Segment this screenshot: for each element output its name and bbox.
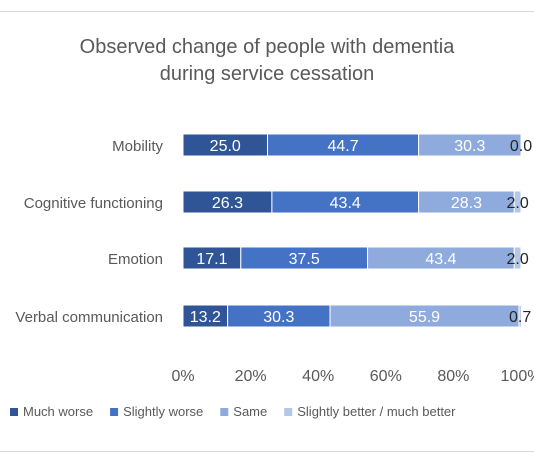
data-label: 2.0 (506, 251, 528, 268)
x-tick-label: 40% (302, 368, 334, 385)
top-divider (0, 11, 534, 12)
data-label: 43.4 (330, 195, 361, 212)
data-label: 43.4 (425, 251, 456, 268)
data-label: 2.0 (506, 195, 528, 212)
data-label: 37.5 (289, 251, 320, 268)
bottom-divider (0, 451, 534, 452)
data-label: 25.0 (210, 138, 241, 155)
bar-segment (418, 133, 522, 157)
category-label: Cognitive functioning (24, 195, 163, 212)
data-label: 55.9 (409, 309, 440, 326)
chart-title-line-1: Observed change of people with dementia (79, 36, 455, 58)
category-label: Emotion (108, 251, 163, 268)
data-label: 17.1 (196, 251, 227, 268)
data-label: 30.3 (454, 138, 485, 155)
data-label: 44.7 (327, 138, 358, 155)
x-tick-label: 80% (437, 368, 469, 385)
category-label: Mobility (112, 138, 163, 155)
legend-label: Slightly worse (123, 404, 203, 419)
bar-segment (513, 190, 522, 214)
legend-swatch (110, 408, 119, 416)
legend-swatch (10, 408, 18, 416)
bar-segment (513, 246, 522, 270)
data-label: 0.7 (509, 309, 531, 326)
bar-segment (518, 304, 522, 328)
legend-label: Slightly better / much better (297, 404, 456, 419)
data-label: 13.2 (190, 309, 221, 326)
data-label: 0.0 (510, 138, 532, 155)
legend-swatch (284, 408, 293, 416)
data-label: 30.3 (263, 309, 294, 326)
chart-title-line-2: during service cessation (159, 63, 375, 85)
x-tick-label: 100% (501, 368, 534, 385)
category-label: Verbal communication (15, 309, 163, 326)
x-tick-label: 60% (370, 368, 402, 385)
chart-title: Observed change of people with dementia … (0, 34, 534, 88)
x-tick-label: 20% (235, 368, 267, 385)
x-tick-label: 0% (171, 368, 194, 385)
data-label: 26.3 (212, 195, 243, 212)
data-label: 28.3 (451, 195, 482, 212)
legend-swatch (220, 408, 229, 416)
legend-label: Same (233, 404, 267, 419)
legend-label: Much worse (23, 404, 93, 419)
